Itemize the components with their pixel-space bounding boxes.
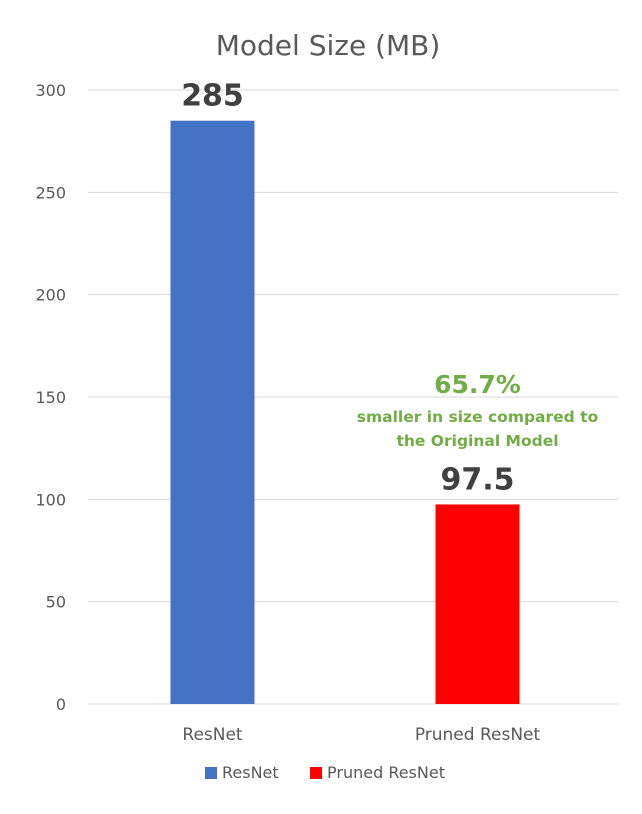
y-tick-label: 250 bbox=[35, 183, 66, 202]
annotation-percent: 65.7% bbox=[434, 370, 521, 399]
legend-label: Pruned ResNet bbox=[327, 763, 445, 782]
gridlines bbox=[88, 89, 618, 705]
value-label: 97.5 bbox=[440, 462, 514, 497]
legend-swatch bbox=[205, 767, 217, 779]
legend: ResNet Pruned ResNet bbox=[205, 763, 445, 782]
y-tick-label: 100 bbox=[35, 490, 66, 509]
bar-resnet bbox=[170, 120, 255, 704]
y-tick-label: 150 bbox=[35, 388, 66, 407]
y-tick-label: 50 bbox=[46, 593, 66, 612]
annotation-line-1: smaller in size compared to bbox=[357, 408, 598, 426]
y-tick-label: 300 bbox=[35, 81, 66, 100]
value-label: 285 bbox=[181, 79, 244, 114]
y-axis-ticks: 0 50 100 150 200 250 300 bbox=[35, 81, 66, 714]
x-tick-label: Pruned ResNet bbox=[415, 725, 541, 745]
annotation: 65.7% smaller in size compared to the Or… bbox=[357, 370, 598, 450]
y-tick-label: 0 bbox=[56, 695, 66, 714]
bars bbox=[170, 120, 520, 704]
y-tick-label: 200 bbox=[35, 286, 66, 305]
bar-pruned-resnet bbox=[435, 504, 520, 704]
legend-label: ResNet bbox=[222, 763, 279, 782]
x-tick-label: ResNet bbox=[182, 725, 243, 745]
chart-title: Model Size (MB) bbox=[216, 29, 441, 62]
x-axis-ticks: ResNet Pruned ResNet bbox=[182, 725, 540, 745]
data-labels: 285 97.5 bbox=[181, 79, 514, 498]
legend-swatch bbox=[310, 767, 322, 779]
annotation-line-2: the Original Model bbox=[396, 432, 558, 450]
